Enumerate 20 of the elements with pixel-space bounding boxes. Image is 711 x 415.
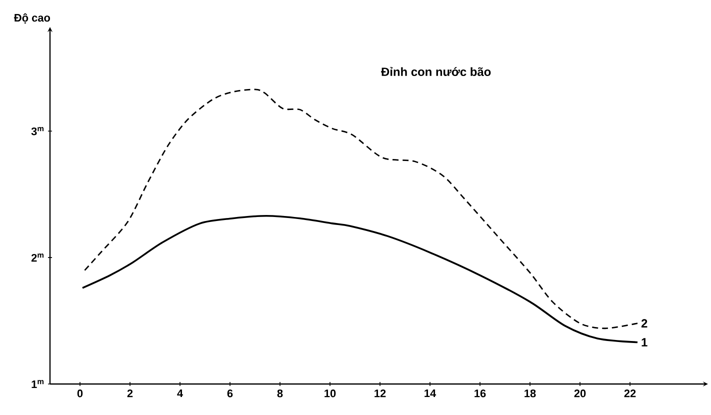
series-label: 2 [641,319,648,328]
y-tick-label: 1$^{m}$ [32,380,44,388]
x-tick-label: 8 [277,390,283,398]
y-tick-label: 2$^{m}$ [31,254,44,262]
x-tick-label: 4 [177,390,183,398]
x-tick-label: 2 [127,390,133,398]
x-tick-label: 6 [227,390,233,398]
x-tick-label: 20 [574,390,586,398]
x-tick-label: 14 [424,390,436,398]
x-tick-label: 16 [474,390,486,398]
line-series [82,214,638,344]
x-tick-label: 18 [524,390,536,398]
x-tick-label: 12 [374,390,386,398]
annotation: Đỉnh con nước bão [381,66,491,76]
x-tick-label: 0 [77,390,83,398]
x-tick-label: 22 [624,390,636,398]
y-axis-title: Độ cao [14,13,50,24]
series-label: 1 [642,338,648,346]
y-tick-label: 3$^{m}$ [31,127,44,136]
x-tick-label: 10 [324,390,336,398]
